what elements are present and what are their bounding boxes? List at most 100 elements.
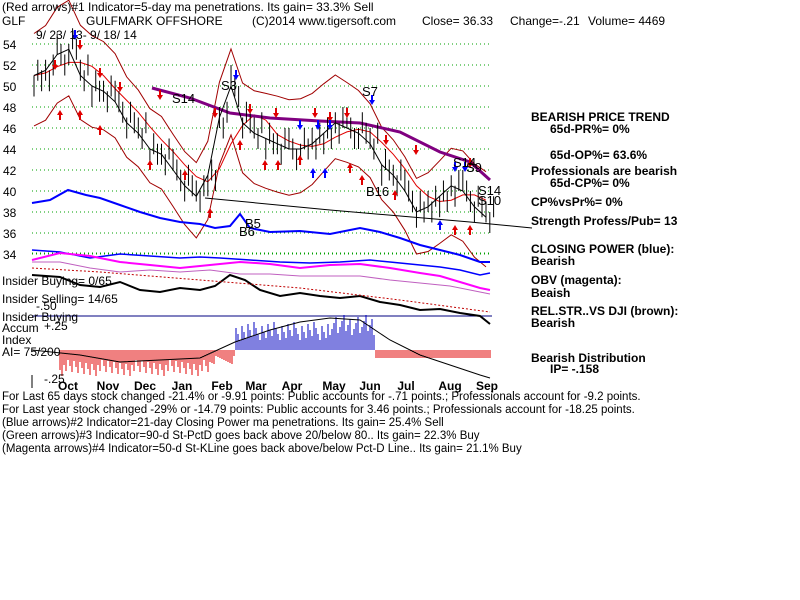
up-arrow	[347, 163, 353, 173]
up-arrow	[359, 175, 365, 185]
indicator-lines	[31, 188, 491, 325]
up-arrow	[182, 170, 188, 180]
y-tick-label: 46	[3, 122, 17, 136]
moving-average	[33, 61, 487, 203]
up-arrow	[207, 208, 213, 218]
footer-line-4: (Green arrows)#3 Indicator=90-d St-PctD …	[2, 430, 480, 442]
x-tick-label: Nov	[97, 379, 120, 393]
down-arrow	[312, 108, 318, 118]
signal-label: S7	[362, 84, 378, 99]
x-tick-label: Jan	[172, 379, 193, 393]
accum-label: Accum	[2, 321, 39, 335]
date-range: 9/ 23/ 13- 9/ 18/ 14	[36, 28, 137, 42]
down-arrow	[233, 70, 239, 80]
insider-buying-accum: Insider Buying	[2, 310, 79, 324]
insider-selling: Insider Selling= 14/65	[2, 292, 118, 306]
close-value: Close= 36.33	[422, 14, 494, 28]
up-arrow	[97, 125, 103, 135]
up-arrow	[322, 168, 328, 178]
x-tick-label: Aug	[438, 379, 461, 393]
company-name: GULFMARK OFFSHORE	[86, 14, 223, 28]
down-arrow	[327, 112, 333, 122]
volume-value: Volume= 4469	[588, 14, 666, 28]
footer-line-3: (Blue arrows)#2 Indicator=21-day Closing…	[2, 417, 444, 429]
signal-label: S14	[478, 183, 501, 198]
down-arrow	[247, 104, 253, 114]
plus25-label: +.25	[44, 319, 68, 333]
down-arrow	[344, 108, 350, 118]
down-arrow	[327, 120, 333, 130]
lower-band	[33, 95, 487, 268]
upper-band	[33, 0, 487, 180]
y-tick-label: 52	[3, 59, 17, 73]
ticker: GLF	[2, 14, 26, 28]
x-tick-label: Apr	[282, 379, 303, 393]
down-arrow	[52, 60, 58, 70]
close-line	[33, 48, 487, 218]
y-tick-label: 50	[3, 80, 17, 94]
distribution-label: Bearish Distribution	[531, 351, 646, 365]
up-arrow	[297, 155, 303, 165]
down-arrow	[157, 90, 163, 100]
ip-value: IP= -.158	[550, 362, 600, 376]
footer-line-1: For Last 65 days stock changed -21.4% or…	[2, 391, 641, 403]
x-tick-label: Sep	[476, 379, 498, 393]
x-tick-label: Jul	[397, 379, 414, 393]
signal-label: S9	[466, 160, 482, 175]
y-tick-label: 42	[3, 164, 17, 178]
down-arrow	[97, 68, 103, 78]
signal-label: S3	[221, 78, 237, 93]
y-tick-label: 40	[3, 185, 17, 199]
relstr-value: Bearish	[531, 316, 576, 330]
down-arrow	[72, 30, 78, 40]
up-arrow	[392, 190, 398, 200]
up-arrow	[467, 225, 473, 235]
x-tick-label: Dec	[134, 379, 156, 393]
long-moving-average	[151, 86, 492, 182]
insider-buying: Insider Buying= 0/65	[2, 274, 112, 288]
x-tick-label: Jun	[359, 379, 380, 393]
strength-value: Strength Profess/Pub= 13	[531, 214, 678, 228]
relstr-ma	[31, 267, 491, 313]
trendline	[204, 197, 533, 229]
obv-line	[31, 251, 491, 291]
cp-value: 65d-CP%= 0%	[550, 176, 630, 190]
cpvspr-value: CP%vsPr%= 0%	[531, 195, 623, 209]
closing-power-value: Bearish	[531, 254, 576, 268]
relstr-label: REL.STR..VS DJI (brown):	[531, 304, 679, 318]
y-tick-label: 48	[3, 101, 17, 115]
trend-title: BEARISH PRICE TREND	[531, 110, 670, 124]
accum-ma	[31, 317, 491, 379]
up-arrow	[437, 220, 443, 230]
up-arrow	[57, 110, 63, 120]
envelope-bands	[33, 0, 533, 268]
closing-power-line	[31, 188, 490, 263]
up-arrow	[77, 110, 83, 120]
pr-value: 65d-PR%= 0%	[550, 122, 630, 136]
source: (C)2014 www.tigersoft.com	[252, 14, 397, 28]
x-tick-label: Feb	[211, 379, 232, 393]
relstr-line	[31, 273, 491, 325]
minus25-label: -.25	[44, 372, 65, 386]
up-arrow	[237, 140, 243, 150]
signal-label: B16	[366, 184, 389, 199]
y-tick-label: 36	[3, 227, 17, 241]
ai-label: AI= 75/200	[2, 345, 61, 359]
down-arrow	[413, 145, 419, 155]
signal-label: B6	[239, 224, 255, 239]
down-arrow	[77, 40, 83, 50]
signal-label: S14	[172, 91, 195, 106]
up-arrow	[310, 168, 316, 178]
indicator-1-caption: (Red arrows)#1 Indicator=5-day ma penetr…	[2, 0, 374, 14]
down-arrow	[467, 158, 473, 168]
down-arrow	[315, 120, 321, 130]
obv-value: Beaish	[531, 286, 571, 300]
up-arrow	[147, 160, 153, 170]
up-arrow	[262, 160, 268, 170]
down-arrow	[462, 162, 468, 172]
down-arrow	[383, 135, 389, 145]
down-arrow	[212, 108, 218, 118]
signal-label: S14	[453, 155, 476, 170]
price-bars	[33, 28, 495, 233]
